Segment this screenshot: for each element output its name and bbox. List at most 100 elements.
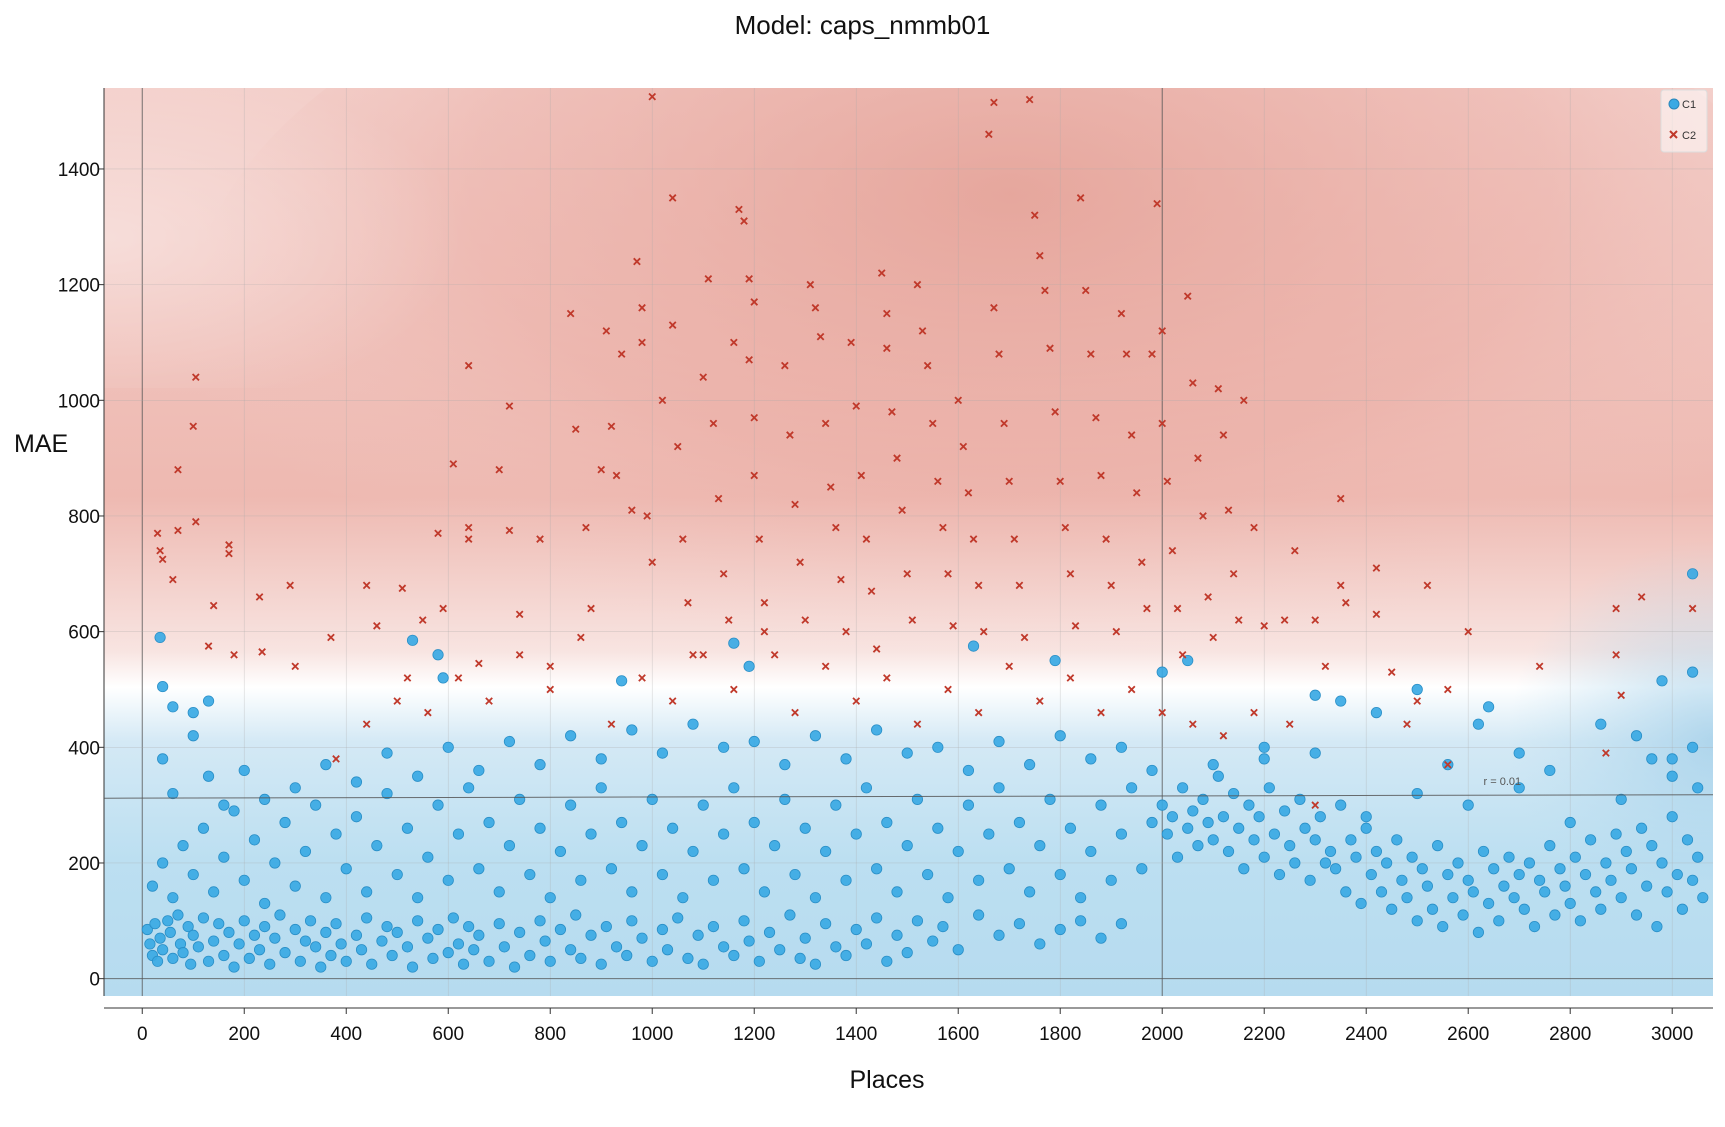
c2-point xyxy=(1423,581,1432,590)
c1-point xyxy=(1258,851,1270,863)
c2-point xyxy=(760,598,769,607)
c2-point xyxy=(821,662,830,671)
c1-point xyxy=(1636,822,1648,834)
c1-point xyxy=(192,941,204,953)
c1-point xyxy=(202,955,215,967)
c1-point xyxy=(146,880,159,892)
c1-point xyxy=(442,947,454,959)
c1-point xyxy=(208,886,220,898)
c1-point xyxy=(748,816,760,829)
x-tick-label: 800 xyxy=(534,1024,566,1045)
c2-point xyxy=(933,477,942,486)
c1-point xyxy=(197,822,210,834)
c2-point xyxy=(1132,489,1141,497)
c1-point xyxy=(1467,886,1479,898)
c1-point xyxy=(162,915,174,927)
c2-point xyxy=(673,442,682,451)
c1-point xyxy=(1340,886,1352,898)
c1-point xyxy=(891,929,903,941)
c1-point xyxy=(774,944,786,956)
c1-point xyxy=(1630,730,1643,742)
c1-point xyxy=(167,892,179,904)
c1-point xyxy=(259,793,271,805)
c1-point xyxy=(962,799,975,811)
c2-point xyxy=(189,422,198,431)
c1-point xyxy=(1085,845,1097,858)
c1-point xyxy=(299,845,312,858)
c2-point xyxy=(1234,616,1243,624)
x-tick-labels: 0 200 400 600 800 1000 1200 1400 1600 1800 2000 220… xyxy=(137,1024,1693,1045)
c1-point xyxy=(881,816,893,829)
c2-point xyxy=(597,465,606,474)
c2-point xyxy=(1127,431,1136,439)
c1-point xyxy=(463,920,475,933)
c1-point xyxy=(758,886,771,898)
c1-point xyxy=(1569,851,1581,863)
c2-point xyxy=(709,419,718,428)
c2-point xyxy=(1056,477,1065,486)
c1-point xyxy=(144,938,156,950)
c1-point xyxy=(1370,707,1383,719)
c2-point xyxy=(576,633,585,642)
c1-point xyxy=(1330,863,1342,875)
c1-point xyxy=(1013,918,1026,930)
c2-point xyxy=(174,465,182,474)
c1-point xyxy=(340,955,352,967)
c2-point xyxy=(949,622,957,630)
c1-point xyxy=(901,947,913,959)
c1-point xyxy=(763,926,776,938)
c2-point xyxy=(944,569,952,578)
c2-point xyxy=(974,581,983,590)
c2-point xyxy=(1612,604,1620,613)
x-tick-label: 1200 xyxy=(733,1024,775,1045)
c2-point xyxy=(612,471,621,480)
c2-point xyxy=(1112,627,1121,636)
c1-point xyxy=(1075,892,1087,904)
c2-point xyxy=(1372,610,1381,619)
c1-point xyxy=(738,915,750,927)
c2-point xyxy=(566,309,575,318)
c1-point xyxy=(534,759,546,771)
y-axis-title: MAE xyxy=(14,430,68,458)
c1-point xyxy=(320,926,332,938)
c1-point xyxy=(310,799,322,811)
c1-point xyxy=(973,909,985,921)
y-tick-label: 600 xyxy=(68,623,100,644)
c1-point xyxy=(687,718,699,730)
c2-point xyxy=(1092,413,1100,422)
c1-point xyxy=(381,787,393,800)
c2-point xyxy=(638,674,646,682)
c2-point xyxy=(1290,546,1299,555)
c1-point xyxy=(498,941,510,953)
c1-point xyxy=(299,935,312,947)
c1-point xyxy=(202,695,215,707)
c2-point xyxy=(882,309,891,318)
c1-point xyxy=(350,811,363,823)
c1-point xyxy=(1656,857,1668,869)
c1-point xyxy=(1360,822,1372,834)
c1-point xyxy=(1279,805,1291,817)
c2-point xyxy=(729,685,738,694)
c2-point xyxy=(1025,95,1034,104)
c1-point xyxy=(1600,857,1612,869)
c2-point xyxy=(780,361,789,370)
c1-point xyxy=(422,932,434,944)
c1-point xyxy=(187,707,199,719)
c1-point xyxy=(350,776,363,788)
c2-point xyxy=(191,517,200,526)
c1-point xyxy=(1687,568,1699,580)
correlation-annotation: r = 0.01 xyxy=(1484,776,1522,788)
c2-point xyxy=(750,298,759,306)
c1-point xyxy=(304,915,317,927)
c1-point xyxy=(1595,903,1607,915)
c1-point xyxy=(1085,753,1097,765)
c1-point xyxy=(1564,816,1576,829)
c2-point xyxy=(704,275,713,283)
c1-point xyxy=(208,935,220,947)
c2-point xyxy=(169,575,177,584)
c2-point xyxy=(658,396,667,405)
c2-point xyxy=(760,627,769,636)
c2-point xyxy=(1204,593,1212,601)
regression-line-path xyxy=(103,794,1714,799)
